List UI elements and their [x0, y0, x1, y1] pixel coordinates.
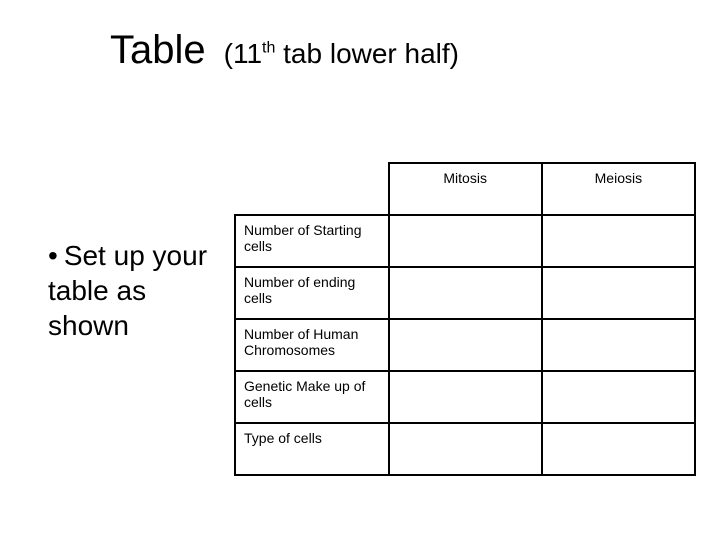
title-subtitle: (11th tab lower half)	[224, 38, 459, 70]
row-label: Number of ending cells	[235, 267, 389, 319]
row-label: Number of Starting cells	[235, 215, 389, 267]
cell-mitosis	[389, 371, 542, 423]
comparison-table: Mitosis Meiosis Number of Starting cells…	[234, 162, 696, 476]
row-label: Genetic Make up of cells	[235, 371, 389, 423]
header-meiosis: Meiosis	[542, 163, 695, 215]
header-empty	[235, 163, 389, 215]
cell-meiosis	[542, 371, 695, 423]
cell-mitosis	[389, 423, 542, 475]
table-row: Number of Starting cells	[235, 215, 695, 267]
comparison-table-container: Mitosis Meiosis Number of Starting cells…	[234, 162, 696, 476]
table-header-row: Mitosis Meiosis	[235, 163, 695, 215]
table-row: Number of Human Chromosomes	[235, 319, 695, 371]
cell-meiosis	[542, 319, 695, 371]
title-main: Table	[110, 28, 206, 73]
table-row: Type of cells	[235, 423, 695, 475]
cell-mitosis	[389, 267, 542, 319]
table-row: Number of ending cells	[235, 267, 695, 319]
cell-meiosis	[542, 267, 695, 319]
bullet-dot-icon: •	[48, 238, 58, 273]
cell-meiosis	[542, 215, 695, 267]
header-mitosis: Mitosis	[389, 163, 542, 215]
cell-mitosis	[389, 215, 542, 267]
row-label: Number of Human Chromosomes	[235, 319, 389, 371]
bullet-instruction: •Set up your table as shown	[48, 238, 228, 343]
slide-title: Table (11th tab lower half)	[110, 28, 459, 73]
cell-meiosis	[542, 423, 695, 475]
table-row: Genetic Make up of cells	[235, 371, 695, 423]
bullet-text: Set up your table as shown	[48, 240, 207, 341]
cell-mitosis	[389, 319, 542, 371]
row-label: Type of cells	[235, 423, 389, 475]
